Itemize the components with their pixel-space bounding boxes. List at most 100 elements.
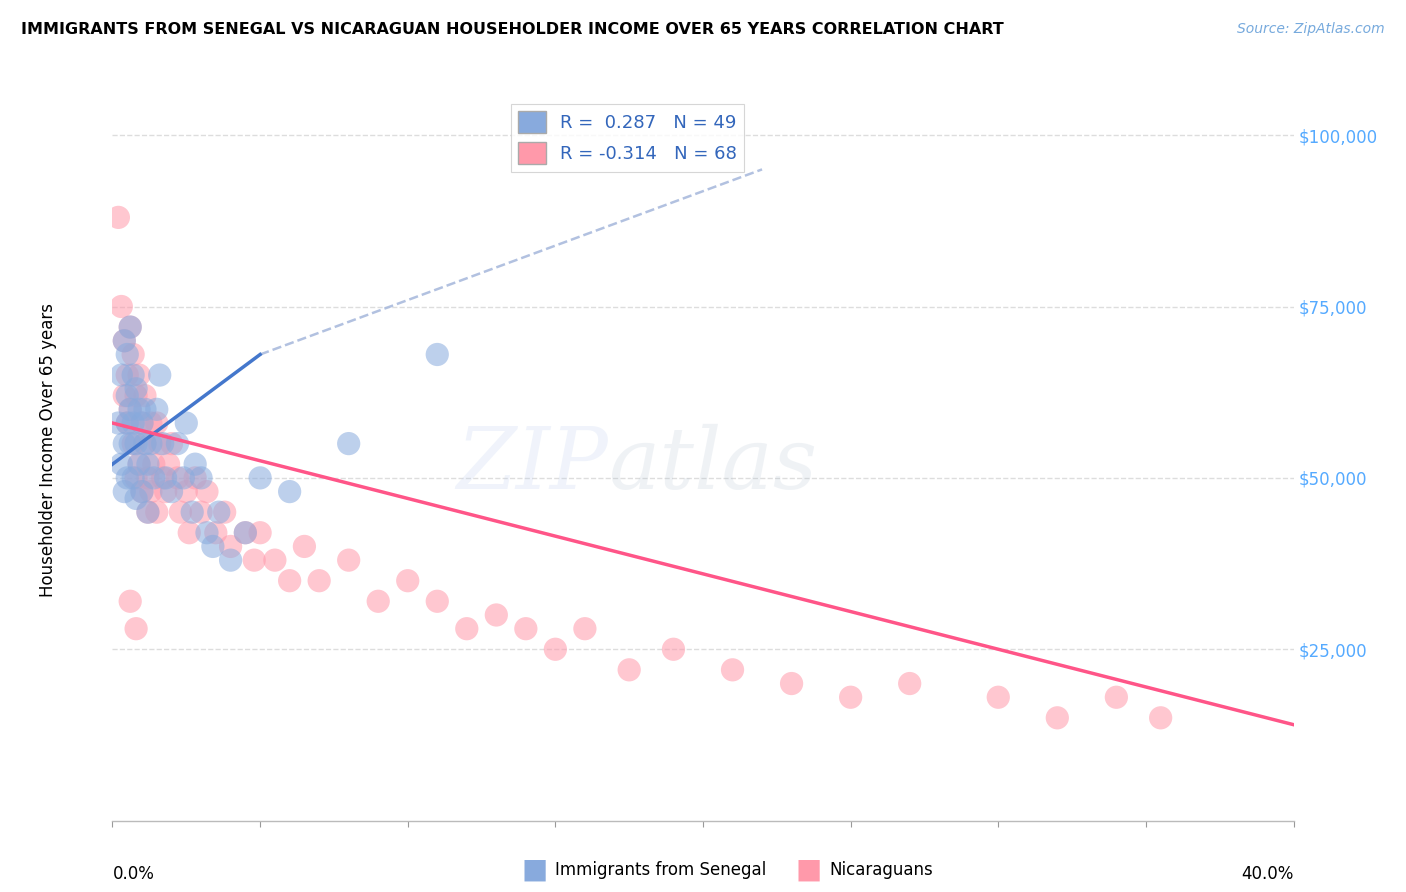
Point bbox=[152, 436, 174, 450]
Point bbox=[117, 368, 138, 382]
Point bbox=[134, 402, 156, 417]
Point bbox=[278, 484, 301, 499]
Point bbox=[249, 471, 271, 485]
Point bbox=[155, 471, 177, 485]
Point bbox=[278, 574, 301, 588]
Point bbox=[169, 505, 191, 519]
Point bbox=[157, 457, 180, 471]
Point bbox=[574, 622, 596, 636]
Point bbox=[721, 663, 744, 677]
Point bbox=[337, 553, 360, 567]
Point bbox=[112, 334, 135, 348]
Text: Immigrants from Senegal: Immigrants from Senegal bbox=[555, 861, 766, 879]
Point bbox=[174, 416, 197, 430]
Point bbox=[195, 525, 218, 540]
Point bbox=[515, 622, 537, 636]
Point bbox=[139, 436, 162, 450]
Point bbox=[139, 484, 162, 499]
Point bbox=[146, 402, 169, 417]
Point bbox=[249, 525, 271, 540]
Point bbox=[1150, 711, 1173, 725]
Point bbox=[308, 574, 330, 588]
Point bbox=[456, 622, 478, 636]
Point bbox=[190, 471, 212, 485]
Point bbox=[107, 416, 129, 430]
Text: Source: ZipAtlas.com: Source: ZipAtlas.com bbox=[1237, 22, 1385, 37]
Point bbox=[125, 436, 148, 450]
Point bbox=[128, 402, 150, 417]
Point bbox=[146, 505, 169, 519]
Point bbox=[898, 676, 921, 690]
Point bbox=[396, 574, 419, 588]
Point bbox=[142, 471, 165, 485]
Point bbox=[184, 471, 207, 485]
Point bbox=[426, 594, 449, 608]
Point bbox=[233, 525, 256, 540]
Point bbox=[110, 368, 132, 382]
Point bbox=[184, 457, 207, 471]
Point bbox=[134, 436, 156, 450]
Point bbox=[987, 690, 1010, 705]
Point bbox=[117, 471, 138, 485]
Point bbox=[839, 690, 862, 705]
Point bbox=[174, 484, 197, 499]
Point bbox=[201, 540, 224, 554]
Point bbox=[125, 491, 148, 506]
Point bbox=[195, 484, 218, 499]
Point bbox=[112, 484, 135, 499]
Text: ■: ■ bbox=[522, 855, 547, 884]
Text: IMMIGRANTS FROM SENEGAL VS NICARAGUAN HOUSEHOLDER INCOME OVER 65 YEARS CORRELATI: IMMIGRANTS FROM SENEGAL VS NICARAGUAN HO… bbox=[21, 22, 1004, 37]
Point bbox=[136, 505, 159, 519]
Point bbox=[136, 457, 159, 471]
Point bbox=[112, 436, 135, 450]
Text: Nicaraguans: Nicaraguans bbox=[830, 861, 934, 879]
Text: Householder Income Over 65 years: Householder Income Over 65 years bbox=[38, 303, 56, 598]
Point bbox=[131, 416, 153, 430]
Point bbox=[117, 416, 138, 430]
Point bbox=[146, 416, 169, 430]
Point bbox=[181, 505, 204, 519]
Text: ZIP: ZIP bbox=[457, 424, 609, 507]
Point bbox=[139, 416, 162, 430]
Point bbox=[117, 416, 138, 430]
Point bbox=[134, 436, 156, 450]
Point bbox=[160, 436, 183, 450]
Legend: R =  0.287   N = 49, R = -0.314   N = 68: R = 0.287 N = 49, R = -0.314 N = 68 bbox=[512, 104, 744, 171]
Point bbox=[619, 663, 641, 677]
Point bbox=[367, 594, 389, 608]
Point bbox=[131, 484, 153, 499]
Point bbox=[117, 389, 138, 403]
Point bbox=[110, 457, 132, 471]
Point bbox=[243, 553, 266, 567]
Point bbox=[219, 553, 242, 567]
Point bbox=[780, 676, 803, 690]
Point bbox=[131, 484, 153, 499]
Point bbox=[190, 505, 212, 519]
Point bbox=[1105, 690, 1128, 705]
Point bbox=[152, 471, 174, 485]
Point bbox=[205, 525, 228, 540]
Point bbox=[544, 642, 567, 657]
Point bbox=[485, 607, 508, 622]
Point bbox=[122, 416, 145, 430]
Text: 0.0%: 0.0% bbox=[112, 865, 155, 883]
Point bbox=[219, 540, 242, 554]
Point bbox=[131, 416, 153, 430]
Point bbox=[112, 334, 135, 348]
Point bbox=[142, 457, 165, 471]
Point bbox=[166, 436, 188, 450]
Point bbox=[337, 436, 360, 450]
Point bbox=[149, 436, 172, 450]
Point bbox=[125, 622, 148, 636]
Point bbox=[426, 347, 449, 361]
Point bbox=[117, 347, 138, 361]
Point bbox=[662, 642, 685, 657]
Point bbox=[264, 553, 287, 567]
Text: 40.0%: 40.0% bbox=[1241, 865, 1294, 883]
Point bbox=[128, 368, 150, 382]
Point bbox=[160, 484, 183, 499]
Point bbox=[122, 436, 145, 450]
Point bbox=[120, 436, 142, 450]
Text: ■: ■ bbox=[796, 855, 821, 884]
Point bbox=[149, 368, 172, 382]
